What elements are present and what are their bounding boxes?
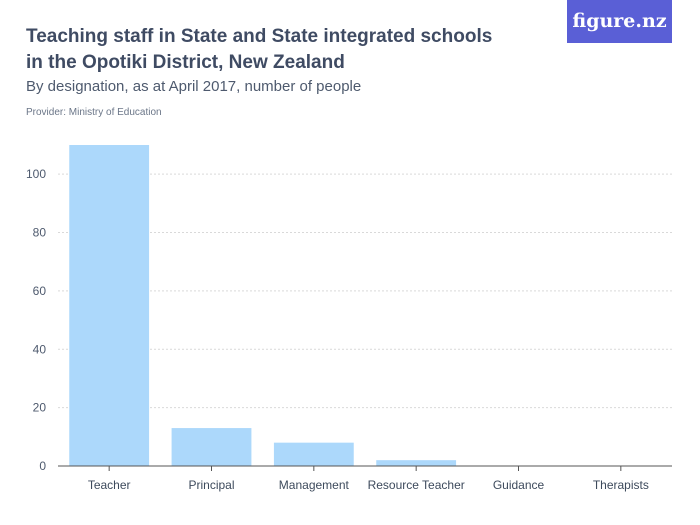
bar-management[interactable] — [273, 442, 354, 466]
x-tick-label: Teacher — [88, 478, 131, 492]
bar-teacher[interactable] — [69, 145, 150, 466]
x-tick-label: Management — [279, 478, 350, 492]
x-tick-label: Resource Teacher — [368, 478, 465, 492]
bar-resource-teacher[interactable] — [376, 460, 457, 466]
brand-logo[interactable]: figure.nz — [567, 0, 672, 43]
chart-title: Teaching staff in State and State integr… — [26, 26, 493, 73]
y-tick-label: 40 — [33, 342, 47, 356]
grid-lines — [58, 173, 672, 409]
bars — [69, 145, 457, 466]
x-tick-label: Therapists — [593, 478, 649, 492]
chart-subtitle: By designation, as at April 2017, number… — [26, 78, 362, 95]
y-tick-label: 20 — [33, 401, 47, 415]
bar-principal[interactable] — [171, 428, 252, 466]
chart-provider: Provider: Ministry of Education — [26, 107, 162, 118]
x-axis — [58, 465, 672, 471]
y-tick-label: 80 — [33, 226, 47, 240]
y-axis-ticks: 0 20 40 60 80 100 — [26, 167, 46, 473]
y-tick-label: 0 — [39, 459, 46, 473]
y-tick-label: 100 — [26, 167, 46, 181]
x-tick-label: Principal — [188, 478, 234, 492]
x-tick-label: Guidance — [493, 478, 545, 492]
x-axis-labels: Teacher Principal Management Resource Teach… — [88, 478, 649, 492]
y-tick-label: 60 — [33, 284, 47, 298]
